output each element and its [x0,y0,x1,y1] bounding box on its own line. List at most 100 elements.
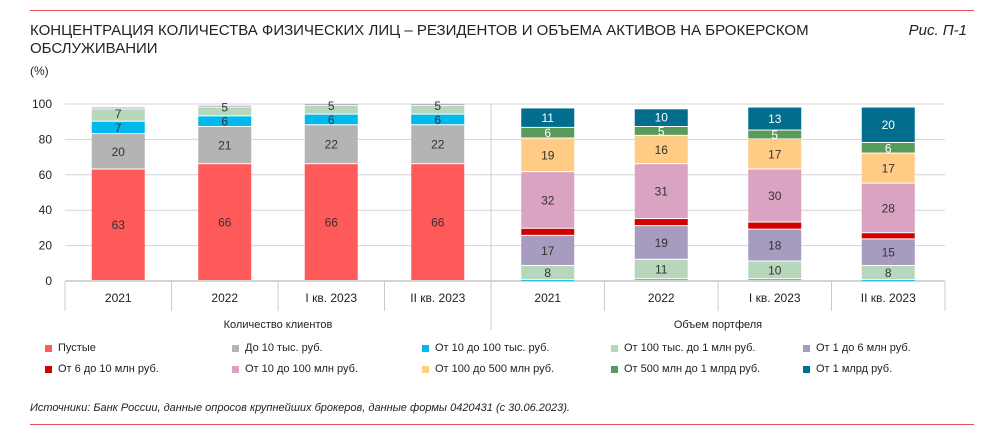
bar-segment [748,229,802,261]
bar-segment [748,139,802,169]
bar-segment [748,107,802,130]
legend-label: От 1 до 6 млн руб. [816,342,911,354]
data-label: 31 [655,185,669,199]
y-tick-label: 80 [39,132,53,146]
data-label: 11 [655,262,668,276]
data-label: 17 [882,162,896,176]
x-tick-label: I кв. 2023 [305,291,357,305]
bar-segment [91,107,145,109]
legend-swatch [232,344,239,352]
bar-segment [521,108,575,127]
legend-item: Пустые [45,342,96,354]
bar-segment [304,164,358,280]
data-label: 11 [542,111,555,125]
data-label: 6 [328,113,335,127]
bar-segment [861,239,915,265]
legend-swatch [232,365,239,373]
bar-segment [634,259,688,279]
data-label: 5 [658,124,665,138]
legend-item: От 1 до 6 млн руб. [803,342,911,354]
bar-segment [748,279,802,281]
legend-item: От 10 до 100 тыс. руб. [422,342,549,354]
bar-segment [634,226,688,259]
data-label: 66 [325,216,339,230]
data-label: 22 [325,138,339,152]
legend-label: От 100 до 500 млн руб. [435,363,555,375]
data-label: 6 [221,115,228,129]
bar-segment [861,153,915,183]
bar-segment [861,265,915,280]
bar-segment [411,164,465,280]
bar-segment [748,261,802,279]
data-label: 17 [541,244,555,258]
x-tick-label: II кв. 2023 [410,291,465,305]
bar-segment [304,125,358,164]
data-label: 5 [771,128,778,142]
bar-segment [304,105,358,114]
bar-segment [521,172,575,228]
source-note: Источники: Банк России, данные опросов к… [30,402,570,414]
legend-swatch [803,344,810,352]
bar-segment [748,130,802,139]
bar-segment [748,169,802,222]
x-tick-label: 2021 [534,291,561,305]
data-label: 8 [885,266,892,280]
data-label: 17 [768,147,782,161]
legend-item: От 100 тыс. до 1 млн руб. [611,342,755,354]
x-tick-label: II кв. 2023 [861,291,916,305]
bar-segment [198,127,252,164]
y-tick-label: 0 [45,274,52,288]
legend-item: От 1 млрд руб. [803,363,892,375]
bar-segment [521,228,575,235]
bar-segment [198,105,252,107]
x-tick-label: 2022 [211,291,238,305]
bar-segment [861,142,915,153]
bar-segment [198,107,252,116]
data-label: 10 [768,263,782,277]
bottom-divider [30,424,974,425]
data-label: 5 [221,101,228,115]
data-label: 28 [882,201,896,215]
legend-swatch [611,344,618,352]
data-label: 20 [882,118,896,132]
legend-label: Пустые [58,342,96,354]
legend-item: От 100 до 500 млн руб. [422,363,554,375]
data-label: 66 [431,216,445,230]
data-label: 32 [541,193,555,207]
data-label: 21 [218,139,232,153]
bar-segment [521,265,575,280]
bar-segment [634,219,688,226]
bar-segment [521,235,575,265]
legend-swatch [45,344,52,352]
bar-segment [634,135,688,164]
legend-swatch [803,365,810,373]
y-tick-label: 100 [32,97,52,111]
bar-segment [634,127,688,135]
bar-segment [411,105,465,114]
bar-segment [91,169,145,280]
bar-segment [91,109,145,121]
bar-segment [861,280,915,281]
legend-swatch [422,365,429,373]
bar-segment [634,164,688,219]
data-label: 6 [434,113,441,127]
bar-segment [304,104,358,105]
legend-item: От 500 млн до 1 млрд руб. [611,363,760,375]
group-label: Количество клиентов [224,319,333,331]
data-label: 7 [115,107,122,121]
x-tick-label: 2021 [105,291,132,305]
bar-segment [634,279,688,281]
bar-segment [411,125,465,164]
bar-segment [198,164,252,280]
data-label: 13 [768,112,782,126]
data-label: 30 [768,189,782,203]
bar-segment [304,114,358,125]
bar-segment [861,183,915,233]
bar-segment [521,138,575,172]
data-label: 5 [328,99,335,113]
top-divider [30,10,974,11]
bar-segment [198,116,252,127]
data-label: 22 [431,138,445,152]
